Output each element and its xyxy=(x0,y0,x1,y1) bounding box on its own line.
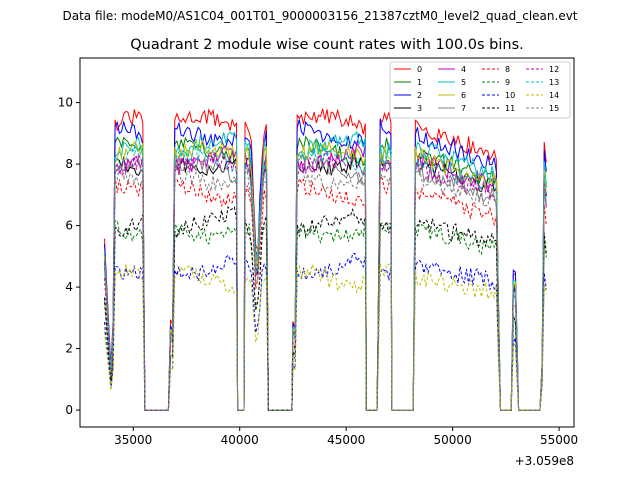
chart-title: Quadrant 2 module wise count rates with … xyxy=(130,37,524,53)
figure-suptitle: Data file: modeM0/AS1C04_001T01_90000031… xyxy=(62,9,577,23)
series-line-0 xyxy=(104,108,547,411)
x-tick-label: 35000 xyxy=(114,433,152,447)
legend-label: 9 xyxy=(505,78,510,87)
series-line-7 xyxy=(104,155,547,411)
series-line-15 xyxy=(104,163,547,411)
y-tick-label: 0 xyxy=(65,403,73,417)
plot-series-group xyxy=(104,108,547,411)
legend-label: 1 xyxy=(417,78,422,87)
x-tick-label: 40000 xyxy=(221,433,259,447)
legend-label: 6 xyxy=(461,91,466,100)
legend-label: 11 xyxy=(505,104,515,113)
legend-label: 13 xyxy=(549,78,559,87)
legend-label: 14 xyxy=(549,91,559,100)
y-tick-label: 8 xyxy=(65,157,73,171)
legend-label: 3 xyxy=(417,104,422,113)
series-line-8 xyxy=(104,175,547,411)
legend-label: 15 xyxy=(549,104,559,113)
series-line-14 xyxy=(104,262,547,411)
y-tick-label: 6 xyxy=(65,219,73,233)
series-line-11 xyxy=(104,205,547,411)
series-line-2 xyxy=(104,118,547,411)
legend-label: 2 xyxy=(417,91,422,100)
legend-box xyxy=(389,61,571,119)
series-line-5 xyxy=(104,130,547,411)
legend-label: 7 xyxy=(461,104,466,113)
x-offset-label: +3.059e8 xyxy=(515,454,574,468)
legend-label: 10 xyxy=(505,91,515,100)
legend-label: 4 xyxy=(461,65,466,74)
legend-label: 5 xyxy=(461,78,466,87)
legend-label: 8 xyxy=(505,65,510,74)
y-tick-label: 2 xyxy=(65,342,73,356)
x-tick-label: 50000 xyxy=(434,433,472,447)
x-tick-label: 45000 xyxy=(327,433,365,447)
y-tick-label: 10 xyxy=(58,96,73,110)
y-tick-label: 4 xyxy=(65,280,73,294)
plot-frame xyxy=(79,57,575,428)
legend-label: 12 xyxy=(549,65,559,74)
x-tick-label: 55000 xyxy=(540,433,578,447)
axes-ticks: 35000 40000 45000 50000 55000 0 2 4 6 8 10 xyxy=(58,96,578,447)
legend-label: 0 xyxy=(417,65,422,74)
series-line-9 xyxy=(104,219,547,411)
